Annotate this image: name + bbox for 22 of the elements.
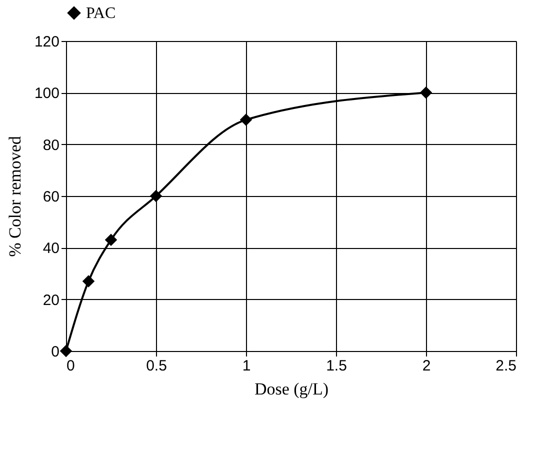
x-tick-label: 0: [66, 358, 75, 374]
point: [150, 190, 162, 202]
x-tick-label: 2.5: [496, 358, 516, 374]
y-tick-label: 20: [42, 292, 60, 309]
x-tick-label: 1.5: [326, 358, 347, 374]
y-tick-label: 40: [42, 240, 60, 258]
y-tick-label: 80: [42, 136, 60, 154]
x-tick-label: 1: [242, 358, 251, 374]
point: [82, 275, 95, 288]
y-tick-label: 0: [51, 344, 60, 360]
x-axis-title: Dose (g/L): [254, 380, 329, 398]
x-tick-label: 2: [422, 358, 431, 374]
y-tick-label: 100: [34, 85, 60, 102]
y-tick-label: 120: [34, 34, 60, 50]
point: [104, 234, 118, 246]
point: [420, 86, 432, 99]
point: [60, 344, 72, 358]
y-axis-title: % Color removed: [5, 136, 24, 257]
point: [240, 114, 252, 126]
legend-label: PAC: [86, 5, 116, 22]
x-tick-label: 0.5: [146, 358, 167, 374]
y-tick-label: 60: [42, 188, 60, 206]
